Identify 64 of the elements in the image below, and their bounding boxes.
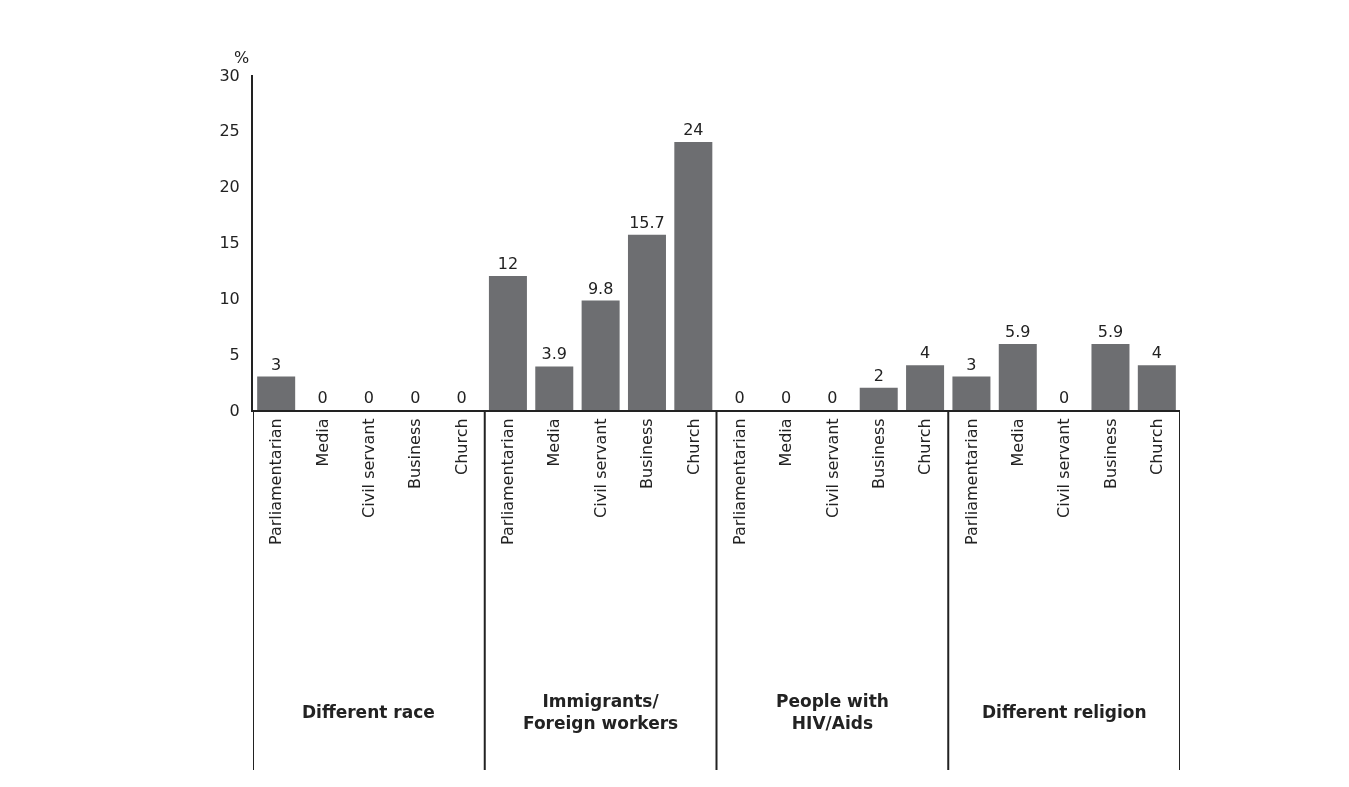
- data-label: 3: [966, 354, 977, 374]
- x-tick-label: Church: [1147, 418, 1167, 476]
- data-label: 0: [363, 388, 374, 407]
- y-tick-label: 15: [219, 233, 240, 253]
- text: Immigrants/ Foreign workers: [523, 691, 679, 734]
- y-tick-label: 5: [229, 344, 240, 364]
- x-tick-label: Parliamentarian: [498, 418, 518, 546]
- data-label: 4: [1151, 343, 1162, 363]
- data-label: 3: [271, 354, 282, 374]
- data-label: 24: [683, 120, 704, 139]
- x-tick-label: Business: [637, 418, 657, 489]
- x-tick-label: Church: [683, 418, 703, 476]
- data-label: 0: [780, 388, 792, 407]
- x-tick-label: Parliamentarian: [961, 418, 981, 546]
- bar: [257, 376, 296, 410]
- y-tick-label: 0: [229, 400, 240, 420]
- y-axis-title: %: [234, 48, 250, 67]
- bar: [906, 365, 945, 410]
- data-label: 0: [1059, 388, 1070, 407]
- text: Different religion: [982, 702, 1147, 722]
- data-label: 2: [873, 365, 884, 385]
- bar: [674, 142, 713, 410]
- y-tick-label: 30: [219, 65, 240, 85]
- y-tick-label: 25: [219, 121, 240, 141]
- x-tick-label: Civil servant: [822, 418, 842, 518]
- data-label: 5.9: [1005, 322, 1031, 342]
- data-label: 9.8: [587, 278, 614, 298]
- x-tick-label: Business: [1100, 418, 1120, 489]
- bar: [998, 344, 1037, 410]
- x-tick-label: Business: [868, 418, 888, 489]
- x-tick-label: Media: [776, 418, 796, 467]
- x-tick-label: Civil servant: [590, 418, 610, 518]
- bar: [952, 376, 991, 410]
- data-label: 0: [456, 388, 467, 407]
- bar: [1091, 344, 1130, 410]
- x-tick-label: Media: [544, 418, 564, 467]
- text: Different race: [302, 702, 435, 722]
- data-label: 0: [734, 388, 745, 407]
- data-label: 0: [827, 388, 838, 407]
- x-tick-label: Church: [451, 418, 471, 476]
- data-label: 0: [410, 388, 421, 407]
- x-tick-label: Parliamentarian: [266, 418, 286, 546]
- bar: [859, 387, 898, 410]
- bar: [627, 234, 666, 410]
- bar: [535, 366, 574, 410]
- x-tick-label: Civil servant: [359, 418, 379, 518]
- data-label: 12: [497, 254, 519, 273]
- bar: [488, 276, 527, 410]
- y-tick-label: 20: [219, 177, 240, 197]
- x-tick-label: Media: [312, 418, 332, 467]
- bar: [1137, 365, 1176, 410]
- data-label: 15.7: [629, 212, 665, 232]
- x-tick-label: Media: [1007, 418, 1027, 467]
- x-tick-label: Church: [915, 418, 935, 476]
- x-tick-label: Business: [405, 418, 425, 489]
- x-tick-label: Parliamentarian: [729, 418, 749, 546]
- data-label: 4: [919, 343, 931, 363]
- text: People with HIV/Aids: [776, 691, 889, 734]
- data-label: 5.9: [1097, 322, 1124, 342]
- data-label: 0: [317, 388, 328, 407]
- x-tick-label: Civil servant: [1054, 418, 1074, 518]
- y-tick-label: 10: [219, 288, 240, 308]
- bar: [581, 300, 620, 410]
- data-label: 3.9: [541, 344, 567, 364]
